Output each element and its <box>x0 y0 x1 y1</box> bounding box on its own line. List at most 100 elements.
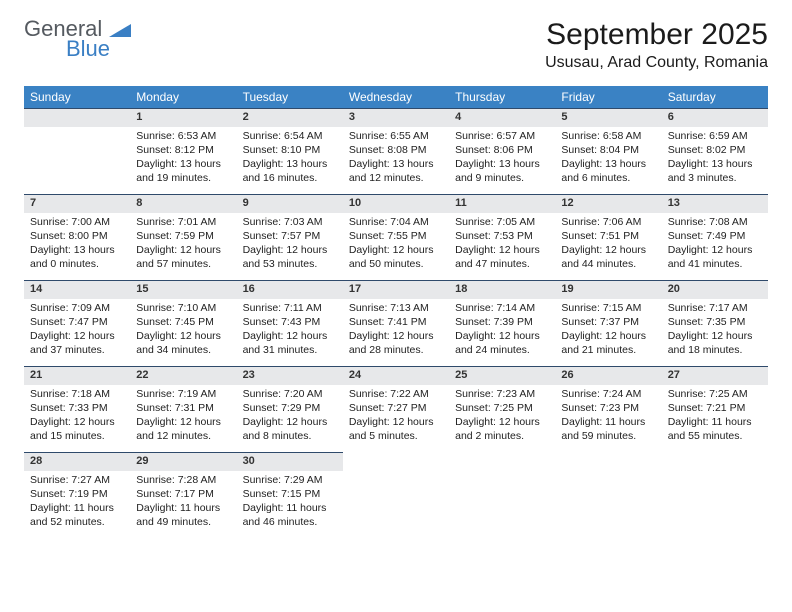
day-cell: Sunrise: 7:05 AMSunset: 7:53 PMDaylight:… <box>449 213 555 281</box>
day-number: 18 <box>449 281 555 299</box>
sunset-text: Sunset: 8:02 PM <box>668 143 762 157</box>
day-number: 12 <box>555 195 661 213</box>
daylight-text: Daylight: 13 hours <box>136 157 230 171</box>
day-cell: Sunrise: 7:20 AMSunset: 7:29 PMDaylight:… <box>237 385 343 453</box>
day-cell: Sunrise: 7:00 AMSunset: 8:00 PMDaylight:… <box>24 213 130 281</box>
day-cell: Sunrise: 7:14 AMSunset: 7:39 PMDaylight:… <box>449 299 555 367</box>
day-number: 4 <box>449 109 555 127</box>
sunset-text: Sunset: 7:49 PM <box>668 229 762 243</box>
day-number: 5 <box>555 109 661 127</box>
day-cell: Sunrise: 6:55 AMSunset: 8:08 PMDaylight:… <box>343 127 449 195</box>
sunrise-text: Sunrise: 7:01 AM <box>136 215 230 229</box>
day-cell: Sunrise: 7:17 AMSunset: 7:35 PMDaylight:… <box>662 299 768 367</box>
sunset-text: Sunset: 7:23 PM <box>561 401 655 415</box>
daynum-row: 21222324252627 <box>24 367 768 385</box>
day-number <box>555 453 661 471</box>
location: Ususau, Arad County, Romania <box>545 54 768 72</box>
sunset-text: Sunset: 7:15 PM <box>243 487 337 501</box>
day-number <box>24 109 130 127</box>
day-cell: Sunrise: 6:57 AMSunset: 8:06 PMDaylight:… <box>449 127 555 195</box>
sunrise-text: Sunrise: 7:27 AM <box>30 473 124 487</box>
daylight-text: and 41 minutes. <box>668 257 762 271</box>
day-cell: Sunrise: 7:11 AMSunset: 7:43 PMDaylight:… <box>237 299 343 367</box>
day-number: 25 <box>449 367 555 385</box>
day-number: 3 <box>343 109 449 127</box>
sunset-text: Sunset: 7:17 PM <box>136 487 230 501</box>
daylight-text: Daylight: 12 hours <box>349 243 443 257</box>
sunrise-text: Sunrise: 7:15 AM <box>561 301 655 315</box>
day-cell <box>343 471 449 539</box>
day-cell: Sunrise: 7:13 AMSunset: 7:41 PMDaylight:… <box>343 299 449 367</box>
logo-triangle-icon <box>109 21 131 42</box>
day-number: 22 <box>130 367 236 385</box>
sunrise-text: Sunrise: 7:24 AM <box>561 387 655 401</box>
daynum-row: 14151617181920 <box>24 281 768 299</box>
daylight-text: and 15 minutes. <box>30 429 124 443</box>
daylight-text: Daylight: 12 hours <box>243 243 337 257</box>
sunrise-text: Sunrise: 6:59 AM <box>668 129 762 143</box>
day-number: 29 <box>130 453 236 471</box>
day-number: 28 <box>24 453 130 471</box>
sunset-text: Sunset: 7:59 PM <box>136 229 230 243</box>
daylight-text: and 8 minutes. <box>243 429 337 443</box>
sunset-text: Sunset: 8:10 PM <box>243 143 337 157</box>
day-number: 9 <box>237 195 343 213</box>
detail-row: Sunrise: 7:00 AMSunset: 8:00 PMDaylight:… <box>24 213 768 281</box>
daylight-text: and 18 minutes. <box>668 343 762 357</box>
day-number: 16 <box>237 281 343 299</box>
weekday-header: Tuesday <box>237 86 343 109</box>
day-cell: Sunrise: 6:59 AMSunset: 8:02 PMDaylight:… <box>662 127 768 195</box>
daylight-text: Daylight: 12 hours <box>349 415 443 429</box>
daylight-text: and 53 minutes. <box>243 257 337 271</box>
sunrise-text: Sunrise: 7:14 AM <box>455 301 549 315</box>
sunset-text: Sunset: 8:04 PM <box>561 143 655 157</box>
sunrise-text: Sunrise: 7:05 AM <box>455 215 549 229</box>
sunrise-text: Sunrise: 7:09 AM <box>30 301 124 315</box>
detail-row: Sunrise: 6:53 AMSunset: 8:12 PMDaylight:… <box>24 127 768 195</box>
sunrise-text: Sunrise: 7:10 AM <box>136 301 230 315</box>
day-cell: Sunrise: 7:09 AMSunset: 7:47 PMDaylight:… <box>24 299 130 367</box>
day-number: 23 <box>237 367 343 385</box>
daylight-text: and 12 minutes. <box>136 429 230 443</box>
daynum-row: 282930 <box>24 453 768 471</box>
sunrise-text: Sunrise: 6:53 AM <box>136 129 230 143</box>
daylight-text: and 34 minutes. <box>136 343 230 357</box>
daylight-text: and 9 minutes. <box>455 171 549 185</box>
day-cell: Sunrise: 7:10 AMSunset: 7:45 PMDaylight:… <box>130 299 236 367</box>
sunset-text: Sunset: 7:43 PM <box>243 315 337 329</box>
daynum-row: 123456 <box>24 109 768 127</box>
day-cell: Sunrise: 7:15 AMSunset: 7:37 PMDaylight:… <box>555 299 661 367</box>
day-number: 13 <box>662 195 768 213</box>
day-cell: Sunrise: 7:06 AMSunset: 7:51 PMDaylight:… <box>555 213 661 281</box>
sunrise-text: Sunrise: 7:18 AM <box>30 387 124 401</box>
daylight-text: and 57 minutes. <box>136 257 230 271</box>
day-cell: Sunrise: 7:19 AMSunset: 7:31 PMDaylight:… <box>130 385 236 453</box>
sunset-text: Sunset: 7:47 PM <box>30 315 124 329</box>
sunset-text: Sunset: 7:31 PM <box>136 401 230 415</box>
sunrise-text: Sunrise: 7:25 AM <box>668 387 762 401</box>
day-number <box>449 453 555 471</box>
daylight-text: and 3 minutes. <box>668 171 762 185</box>
daylight-text: Daylight: 12 hours <box>136 243 230 257</box>
daylight-text: Daylight: 12 hours <box>243 329 337 343</box>
daylight-text: and 28 minutes. <box>349 343 443 357</box>
day-cell: Sunrise: 6:53 AMSunset: 8:12 PMDaylight:… <box>130 127 236 195</box>
daylight-text: and 21 minutes. <box>561 343 655 357</box>
daylight-text: and 31 minutes. <box>243 343 337 357</box>
sunrise-text: Sunrise: 7:00 AM <box>30 215 124 229</box>
day-number: 6 <box>662 109 768 127</box>
day-cell: Sunrise: 7:01 AMSunset: 7:59 PMDaylight:… <box>130 213 236 281</box>
daylight-text: Daylight: 12 hours <box>455 415 549 429</box>
sunrise-text: Sunrise: 6:57 AM <box>455 129 549 143</box>
sunrise-text: Sunrise: 7:19 AM <box>136 387 230 401</box>
daylight-text: and 12 minutes. <box>349 171 443 185</box>
day-number: 20 <box>662 281 768 299</box>
day-cell: Sunrise: 7:24 AMSunset: 7:23 PMDaylight:… <box>555 385 661 453</box>
sunset-text: Sunset: 7:51 PM <box>561 229 655 243</box>
daylight-text: and 37 minutes. <box>30 343 124 357</box>
daylight-text: Daylight: 12 hours <box>455 329 549 343</box>
day-number: 26 <box>555 367 661 385</box>
daylight-text: and 47 minutes. <box>455 257 549 271</box>
sunset-text: Sunset: 7:39 PM <box>455 315 549 329</box>
daylight-text: Daylight: 13 hours <box>455 157 549 171</box>
